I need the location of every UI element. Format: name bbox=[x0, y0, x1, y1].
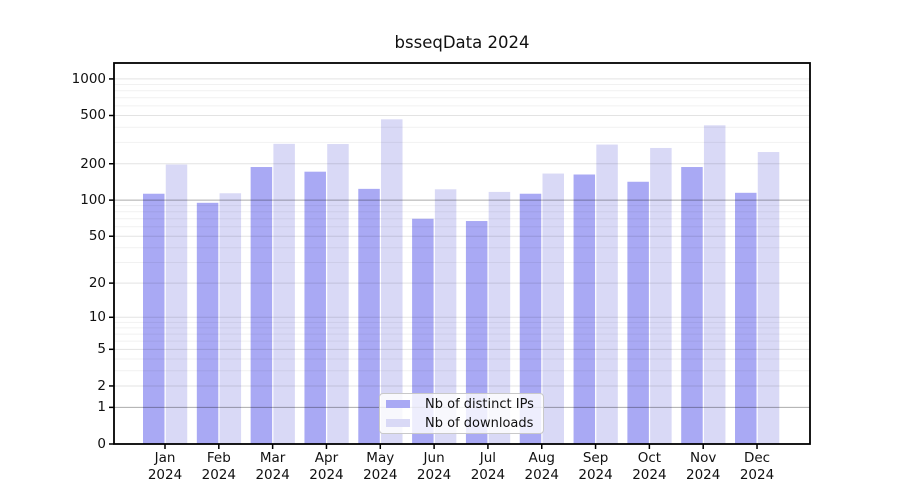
chart-title: bsseqData 2024 bbox=[394, 33, 530, 52]
y-tick-label-1000: 1000 bbox=[71, 70, 106, 87]
bar-distinct-ips-oct bbox=[627, 181, 649, 444]
bar-downloads-oct bbox=[650, 147, 672, 444]
bar-distinct-ips-feb bbox=[196, 202, 219, 444]
y-tick-label-200: 200 bbox=[80, 155, 106, 172]
bar-distinct-ips-nov bbox=[681, 167, 703, 444]
y-tick-label-50: 50 bbox=[88, 228, 106, 245]
bar-downloads-jun bbox=[434, 189, 457, 444]
y-tick-label-10: 10 bbox=[88, 309, 106, 326]
bar-downloads-apr bbox=[327, 144, 349, 444]
x-tick-label-aug: Aug 2024 bbox=[509, 450, 575, 484]
bar-downloads-mar bbox=[273, 143, 295, 444]
y-tick-label-2: 2 bbox=[97, 377, 106, 394]
x-tick-year: 2024 bbox=[201, 467, 236, 483]
legend-row-distinct-ips: Nb of distinct IPs bbox=[386, 396, 543, 412]
y-tick-label-0: 0 bbox=[97, 436, 106, 452]
x-tick-year: 2024 bbox=[632, 467, 667, 483]
bar-downloads-may bbox=[381, 119, 403, 444]
legend-swatch-downloads-icon bbox=[386, 418, 410, 428]
bar-downloads-jan bbox=[165, 164, 188, 445]
x-tick-year: 2024 bbox=[255, 467, 290, 483]
bar-distinct-ips-sep bbox=[573, 174, 596, 444]
bar-downloads-dec bbox=[757, 152, 780, 444]
bar-downloads-feb bbox=[219, 193, 242, 444]
legend-label-distinct-ips: Nb of distinct IPs bbox=[425, 396, 534, 412]
bar-distinct-ips-dec bbox=[735, 192, 757, 444]
bar-distinct-ips-jul bbox=[465, 221, 488, 444]
x-tick-year: 2024 bbox=[147, 467, 183, 483]
bar-downloads-sep bbox=[596, 144, 618, 444]
bar-distinct-ips-mar bbox=[250, 167, 273, 444]
x-tick-label-sep: Sep 2024 bbox=[563, 450, 629, 484]
y-tick-label-100: 100 bbox=[80, 192, 106, 209]
x-tick-label-nov: Nov 2024 bbox=[670, 450, 736, 484]
bar-downloads-jul bbox=[488, 191, 511, 444]
x-tick-label-may: May 2024 bbox=[347, 450, 413, 484]
legend-swatch-distinct-ips-icon bbox=[386, 399, 410, 409]
x-tick-year: 2024 bbox=[686, 467, 721, 483]
plot-border bbox=[113, 62, 811, 445]
y-tick-label-5: 5 bbox=[97, 341, 106, 358]
x-tick-label-oct: Oct 2024 bbox=[616, 450, 682, 484]
x-tick-year: 2024 bbox=[739, 467, 775, 483]
bar-distinct-ips-may bbox=[358, 188, 380, 444]
x-tick-label-mar: Mar 2024 bbox=[240, 450, 306, 484]
x-tick-label-apr: Apr 2024 bbox=[293, 450, 359, 484]
x-tick-label-feb: Feb 2024 bbox=[186, 450, 252, 484]
x-tick-year: 2024 bbox=[416, 467, 452, 483]
x-tick-year: 2024 bbox=[524, 467, 559, 483]
bar-downloads-aug bbox=[542, 173, 564, 445]
bar-distinct-ips-apr bbox=[304, 171, 326, 444]
bar-distinct-ips-jan bbox=[143, 193, 165, 444]
y-tick-label-500: 500 bbox=[80, 107, 106, 124]
bar-distinct-ips-jun bbox=[412, 218, 434, 444]
x-tick-label-jun: Jun 2024 bbox=[401, 450, 467, 484]
legend-row-downloads: Nb of downloads bbox=[386, 415, 543, 431]
x-tick-label-dec: Dec 2024 bbox=[724, 450, 790, 484]
x-tick-year: 2024 bbox=[470, 467, 506, 483]
x-tick-year: 2024 bbox=[578, 467, 613, 483]
x-tick-label-jul: Jul 2024 bbox=[455, 450, 521, 484]
bar-distinct-ips-aug bbox=[519, 193, 542, 444]
y-tick-label-1: 1 bbox=[97, 399, 106, 416]
bar-downloads-nov bbox=[703, 125, 726, 444]
x-tick-year: 2024 bbox=[363, 467, 398, 483]
y-tick-label-20: 20 bbox=[88, 275, 106, 292]
legend-label-downloads: Nb of downloads bbox=[425, 415, 534, 431]
x-tick-year: 2024 bbox=[309, 467, 344, 483]
x-tick-label-jan: Jan 2024 bbox=[132, 450, 198, 484]
legend: Nb of distinct IPs Nb of downloads bbox=[379, 393, 544, 434]
